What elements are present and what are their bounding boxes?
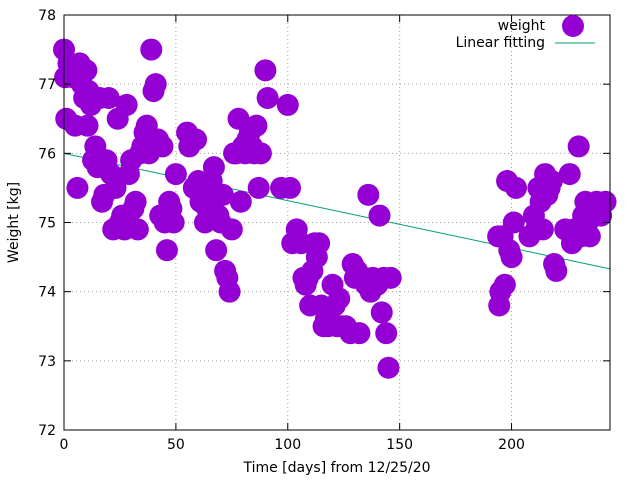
legend-marker-weight (562, 15, 584, 37)
x-tick-label: 150 (386, 437, 413, 453)
weight-point (66, 176, 89, 199)
weight-point (164, 163, 187, 186)
weight-point (594, 190, 617, 213)
weight-point (578, 225, 601, 248)
weight-point (368, 204, 391, 227)
y-tick-label: 77 (38, 77, 56, 93)
weight-point (256, 87, 279, 109)
weight-point (279, 176, 302, 199)
weight-point (249, 142, 272, 165)
x-tick-label: 0 (60, 437, 69, 453)
weight-point (377, 356, 400, 379)
weight-point (218, 280, 241, 303)
weight-point (308, 232, 331, 255)
axis-ticks: 0 50 100 150 200 72 73 74 75 76 77 78 (38, 8, 610, 453)
weight-point (567, 135, 590, 158)
weight-point (162, 211, 185, 234)
weight-point (151, 135, 174, 158)
x-tick-label: 100 (274, 437, 301, 453)
y-tick-label: 72 (38, 423, 56, 439)
weight-point (357, 183, 380, 206)
weight-point (144, 73, 167, 96)
weight-point (505, 176, 528, 199)
weight-point (558, 163, 581, 186)
weight-point (185, 128, 208, 151)
weight-point (540, 170, 563, 192)
y-tick-label: 78 (38, 8, 56, 24)
weight-point (531, 218, 554, 241)
x-tick-label: 50 (167, 437, 185, 453)
weight-point (370, 301, 393, 324)
data-points-layer (53, 38, 617, 379)
legend-label-weight: weight (498, 18, 546, 34)
weight-point (115, 93, 138, 116)
weight-point (245, 114, 268, 137)
y-tick-label: 76 (38, 146, 56, 162)
weight-point (104, 176, 127, 199)
x-axis-label: Time [days] from 12/25/20 (242, 460, 430, 476)
weight-point (155, 239, 178, 262)
weight-point (375, 322, 398, 345)
weight-point (205, 239, 228, 262)
legend: weight Linear fitting (456, 15, 595, 51)
weight-point (220, 218, 243, 241)
weight-point (76, 114, 99, 137)
legend-label-linear-fitting: Linear fitting (456, 35, 545, 51)
weight-point (126, 218, 149, 241)
weight-point (124, 190, 147, 213)
y-tick-label: 73 (38, 354, 56, 370)
y-tick-label: 75 (38, 216, 56, 232)
weight-point (493, 273, 516, 296)
weight-point (229, 190, 252, 213)
weight-point (545, 259, 568, 282)
weight-point (211, 183, 234, 206)
x-tick-label: 200 (498, 437, 525, 453)
y-axis-label: Weight [kg] (6, 182, 22, 263)
weight-point (379, 266, 402, 289)
y-tick-label: 74 (38, 285, 56, 301)
weight-point (254, 59, 277, 82)
weight-point (276, 93, 299, 116)
weight-point (97, 87, 120, 109)
weight-point (502, 211, 525, 234)
weight-point (247, 176, 270, 199)
weight-point (328, 287, 351, 310)
weight-point (500, 246, 523, 269)
weight-point (348, 322, 371, 345)
weight-point (202, 156, 225, 179)
weight-point (75, 59, 98, 82)
weight-point (140, 38, 163, 61)
